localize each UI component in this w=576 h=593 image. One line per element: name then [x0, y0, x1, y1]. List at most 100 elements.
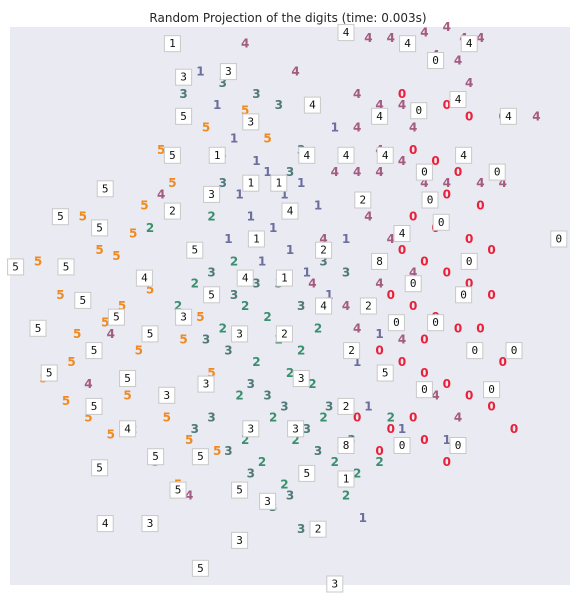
digit-thumbnail: 3	[231, 325, 249, 343]
digit-point: 5	[107, 427, 115, 441]
digit-point: 2	[219, 321, 227, 335]
digit-thumbnail: 0	[505, 342, 523, 360]
thumbnail-frame	[449, 437, 467, 454]
digit-thumbnail: 2	[343, 342, 361, 360]
digit-point: 2	[387, 411, 395, 425]
thumbnail-digit: 5	[113, 311, 120, 324]
digit-point: 0	[409, 210, 417, 224]
digit-point: 3	[263, 388, 271, 402]
thumbnail-frame	[393, 225, 411, 242]
digit-point: 1	[303, 266, 311, 280]
digit-point: 4	[409, 266, 417, 280]
digit-point: 0	[454, 321, 462, 335]
digit-point: 2	[314, 321, 322, 335]
digit-point: 5	[146, 282, 154, 296]
digit-thumbnail: 4	[371, 107, 389, 125]
digit-thumbnail: 5	[175, 107, 193, 125]
digit-point: 5	[135, 344, 143, 358]
digit-thumbnail: 0	[483, 381, 501, 399]
digit-thumbnail: 5	[85, 342, 103, 360]
digit-point: 1	[230, 132, 238, 146]
digit-thumbnail: 8	[337, 437, 355, 454]
thumbnail-digit: 4	[455, 93, 462, 106]
digit-thumbnail: 0	[427, 52, 445, 69]
digit-point: 4	[375, 165, 383, 179]
thumbnail-frame	[337, 437, 355, 454]
thumbnail-digit: 1	[343, 473, 350, 486]
thumbnail-digit: 3	[147, 517, 154, 530]
thumbnail-digit: 0	[438, 216, 445, 229]
digit-thumbnail: 5	[57, 258, 75, 276]
digit-point: 1	[297, 176, 305, 190]
thumbnail-digit: 0	[471, 344, 478, 357]
digit-thumbnail: 2	[309, 520, 327, 538]
digit-thumbnail: 0	[488, 163, 506, 181]
thumbnail-frame	[247, 230, 265, 248]
digit-point: 4	[308, 277, 316, 291]
digit-thumbnail: 3	[197, 375, 215, 393]
digit-point: 4	[476, 176, 484, 190]
digit-point: 0	[409, 411, 417, 425]
digit-point: 5	[56, 288, 64, 302]
thumbnail-frame	[85, 342, 103, 360]
thumbnail-digit: 5	[63, 260, 70, 273]
thumbnail-digit: 5	[102, 182, 109, 195]
digit-thumbnail: 5	[191, 559, 209, 577]
digit-thumbnail: 4	[376, 146, 394, 164]
digit-point: 1	[263, 165, 271, 179]
thumbnail-frame	[371, 107, 389, 125]
digit-point: 0	[398, 355, 406, 369]
thumbnail-frame	[315, 297, 333, 315]
digit-point: 3	[219, 176, 227, 190]
thumbnail-digit: 5	[91, 400, 98, 413]
thumbnail-digit: 5	[124, 372, 131, 385]
digit-thumbnail: 5	[186, 241, 204, 259]
thumbnail-frame	[466, 342, 484, 360]
thumbnail-frame	[135, 269, 153, 287]
digit-thumbnail: 1	[270, 174, 288, 192]
thumbnail-digit: 0	[410, 277, 417, 290]
thumbnail-digit: 0	[488, 383, 495, 396]
digit-point: 2	[286, 366, 294, 380]
thumbnail-digit: 0	[415, 104, 422, 117]
digit-point: 1	[353, 355, 361, 369]
thumbnail-frame	[354, 191, 372, 209]
digit-point: 3	[297, 522, 305, 536]
digit-point: 1	[286, 243, 294, 257]
digit-thumbnail: 2	[163, 202, 181, 220]
thumbnail-digit: 3	[203, 378, 210, 391]
digit-point: 5	[67, 355, 75, 369]
digit-thumbnail: 5	[74, 291, 92, 309]
thumbnail-frame	[432, 213, 450, 231]
digit-point: 4	[431, 388, 439, 402]
digit-point: 4	[375, 277, 383, 291]
thumbnail-frame	[158, 386, 176, 404]
thumbnail-frame	[163, 202, 181, 220]
thumbnail-frame	[242, 113, 260, 131]
digit-point: 0	[476, 321, 484, 335]
thumbnail-digit: 3	[247, 115, 254, 128]
thumbnail-digit: 4	[320, 300, 327, 313]
digit-point: 4	[331, 165, 339, 179]
thumbnail-frame	[203, 286, 221, 304]
thumbnail-frame	[376, 146, 394, 164]
thumbnail-digit: 0	[432, 54, 439, 67]
digit-thumbnail: 4	[281, 202, 299, 220]
thumbnail-frame	[197, 375, 215, 393]
digit-thumbnail: 0	[415, 163, 433, 181]
digit-point: 4	[364, 31, 372, 45]
thumbnail-frame	[40, 364, 58, 382]
digit-point: 4	[353, 120, 361, 134]
thumbnail-digit: 1	[275, 177, 282, 190]
thumbnail-digit: 4	[309, 99, 316, 112]
thumbnail-frame	[175, 107, 193, 125]
digit-point: 5	[129, 227, 137, 241]
thumbnail-frame	[460, 35, 478, 53]
thumbnail-digit: 2	[320, 244, 327, 257]
thumbnail-digit: 0	[455, 439, 462, 452]
digit-thumbnail: 0	[393, 437, 411, 454]
thumbnail-digit: 0	[555, 233, 562, 246]
digit-point: 1	[196, 65, 204, 79]
thumbnail-digit: 4	[505, 110, 512, 123]
